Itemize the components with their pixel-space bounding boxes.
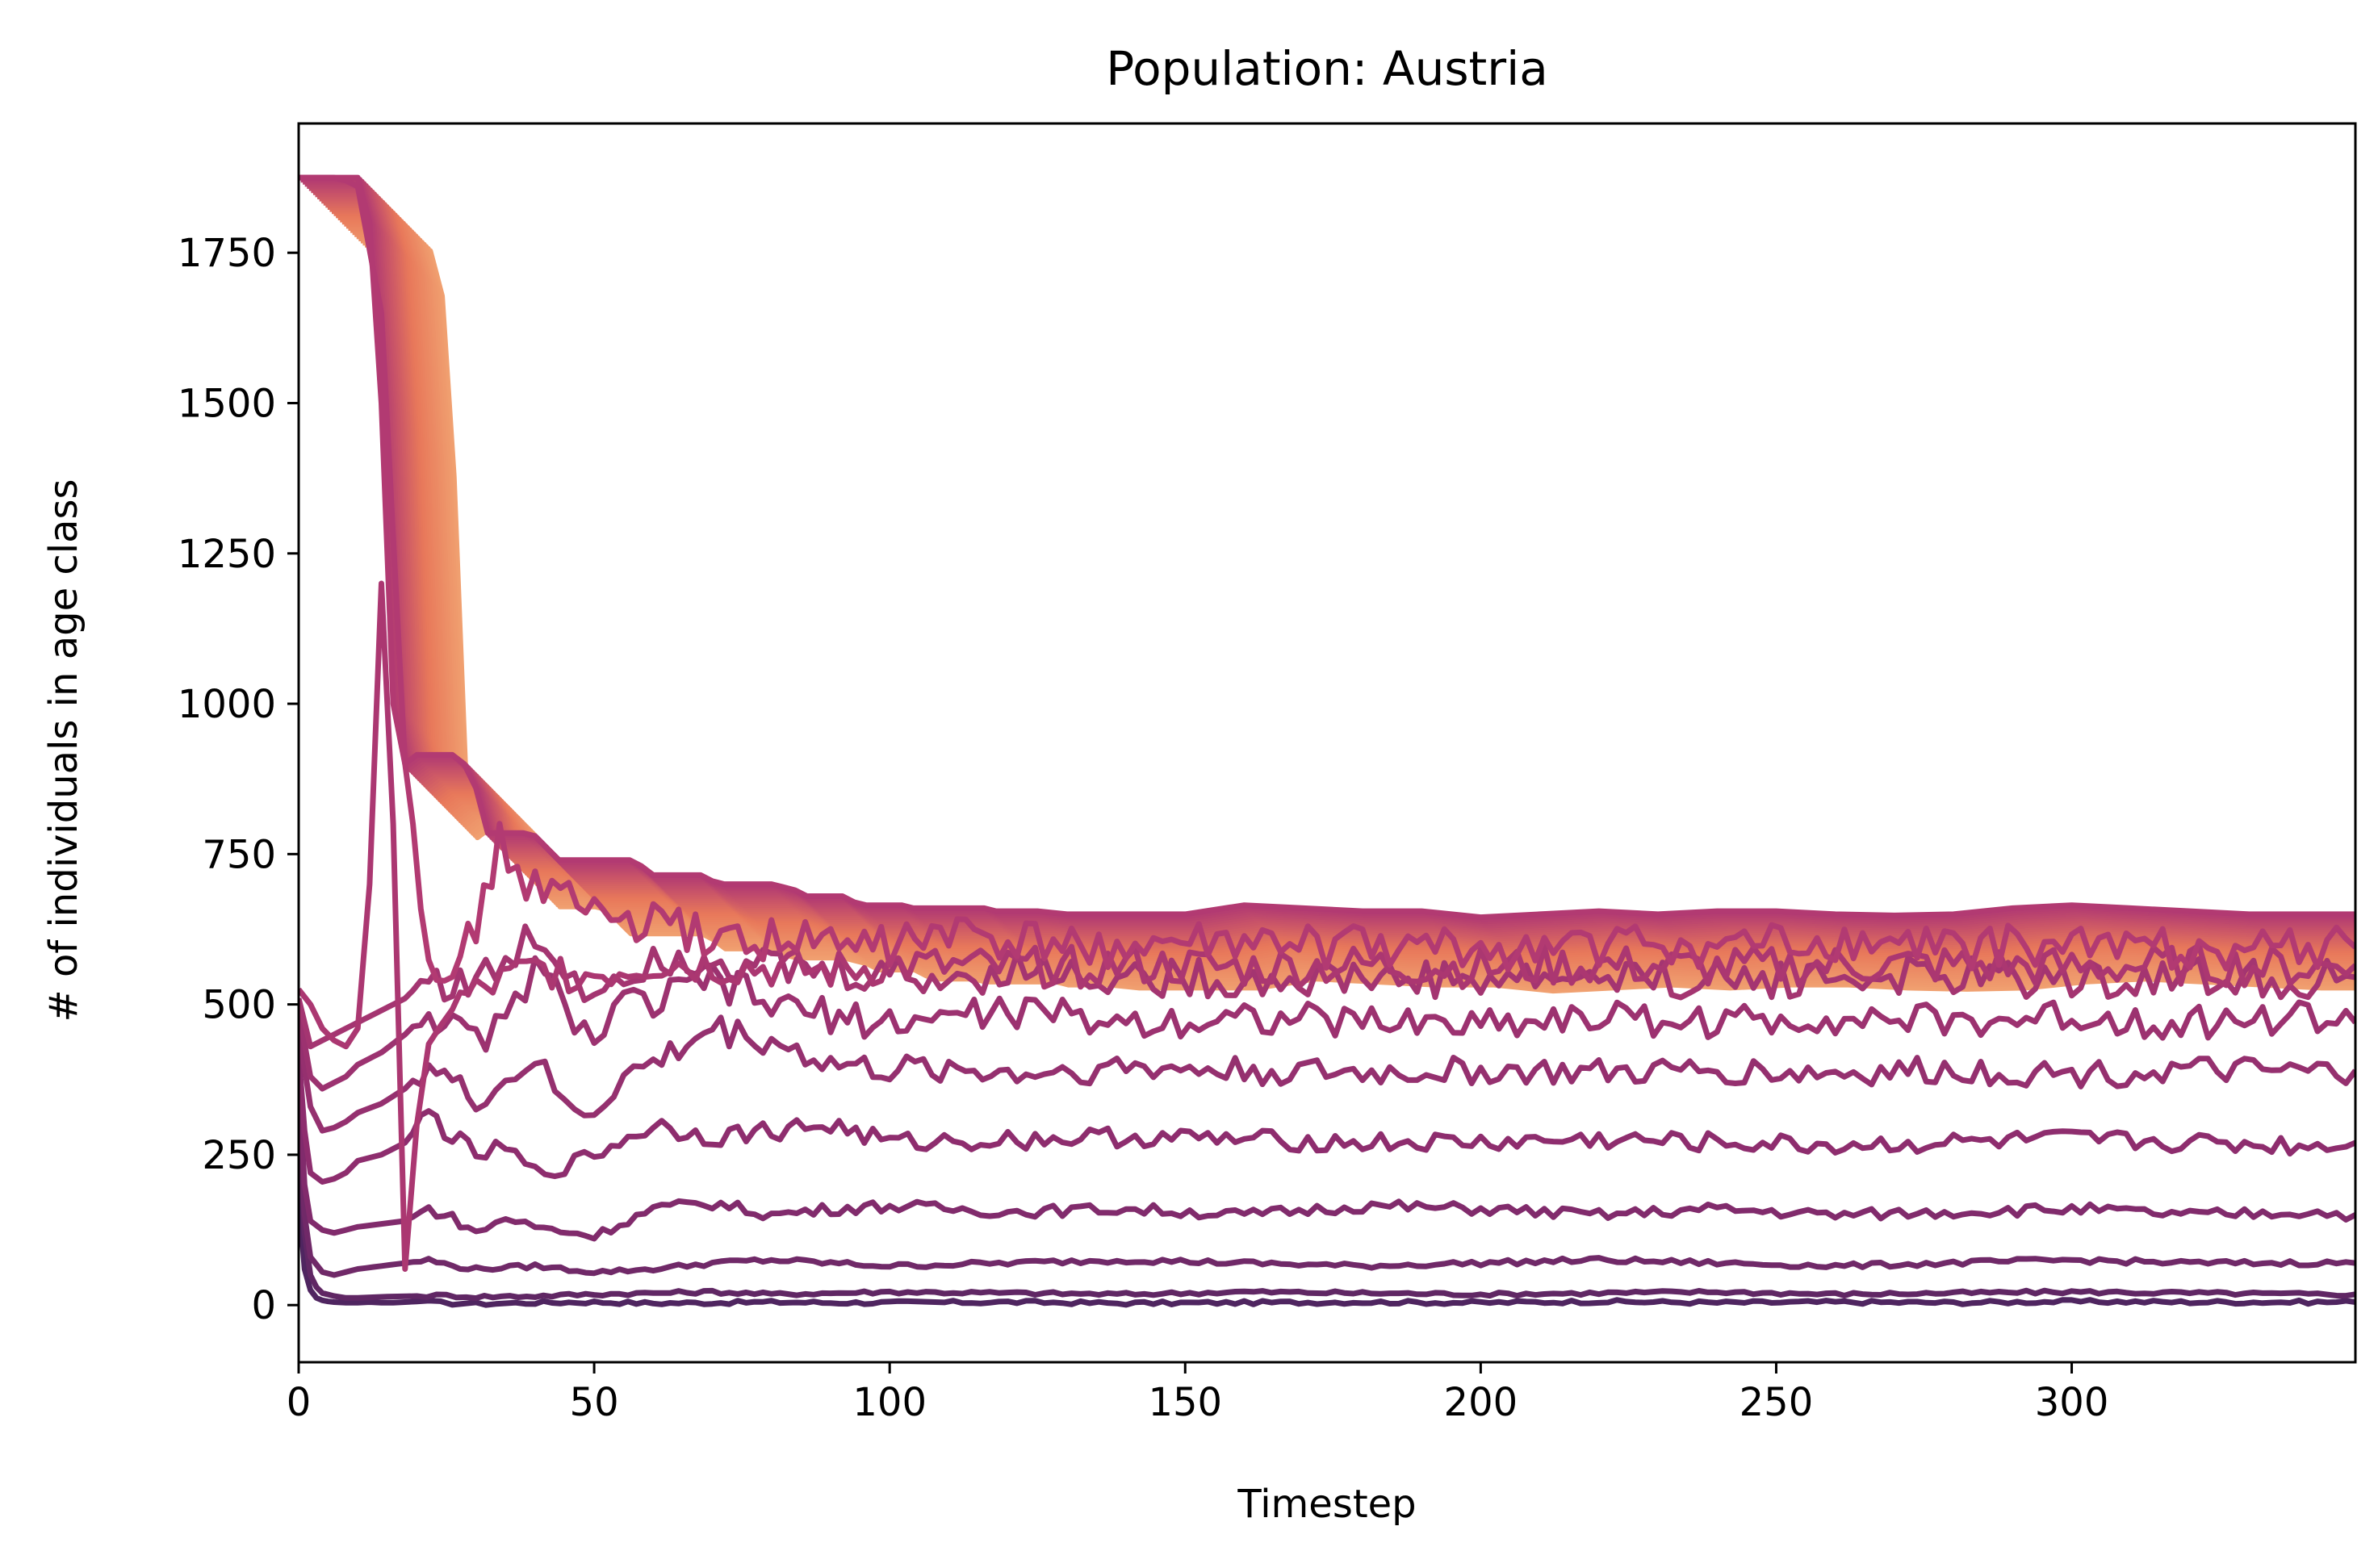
x-tick-label: 300: [2035, 1380, 2109, 1425]
y-tick-label: 1500: [178, 381, 276, 426]
series-line: [299, 174, 2355, 984]
y-tick-label: 750: [202, 832, 276, 877]
y-tick-label: 250: [202, 1133, 276, 1178]
series-line: [299, 1014, 2355, 1134]
chart-title: Population: Austria: [1106, 41, 1548, 96]
age-class-band-line: [299, 174, 2355, 921]
series-line: [299, 955, 2355, 1092]
y-tick-label: 1250: [178, 532, 276, 577]
series-line: [299, 580, 2355, 1272]
series-line: [299, 1196, 2355, 1308]
y-axis-label: # of individuals in age class: [41, 479, 86, 1022]
series-line: [299, 1124, 2355, 1302]
y-tick-label: 1750: [178, 231, 276, 276]
x-tick-label: 250: [1740, 1380, 1814, 1425]
y-tick-label: 500: [202, 983, 276, 1028]
x-axis-label: Timestep: [1237, 1482, 1416, 1527]
plot-frame: [297, 122, 2357, 1364]
y-tick-label: 0: [251, 1283, 276, 1328]
axes: 0 50 100 150 200 250 300 0 250 500 750 1000 1250 1500…: [178, 231, 2109, 1425]
series-line: [299, 1052, 2355, 1185]
series-line: [299, 1100, 2355, 1278]
x-tick-label: 200: [1444, 1380, 1518, 1425]
x-tick-label: 50: [570, 1380, 619, 1425]
y-tick-label: 1000: [178, 682, 276, 727]
series-line: [299, 1076, 2355, 1242]
series-line: [299, 923, 2355, 1050]
x-tick-label: 150: [1148, 1380, 1222, 1425]
x-tick-label: 0: [287, 1380, 312, 1425]
x-tick-label: 100: [852, 1380, 927, 1425]
plot-area: [299, 174, 2355, 1308]
